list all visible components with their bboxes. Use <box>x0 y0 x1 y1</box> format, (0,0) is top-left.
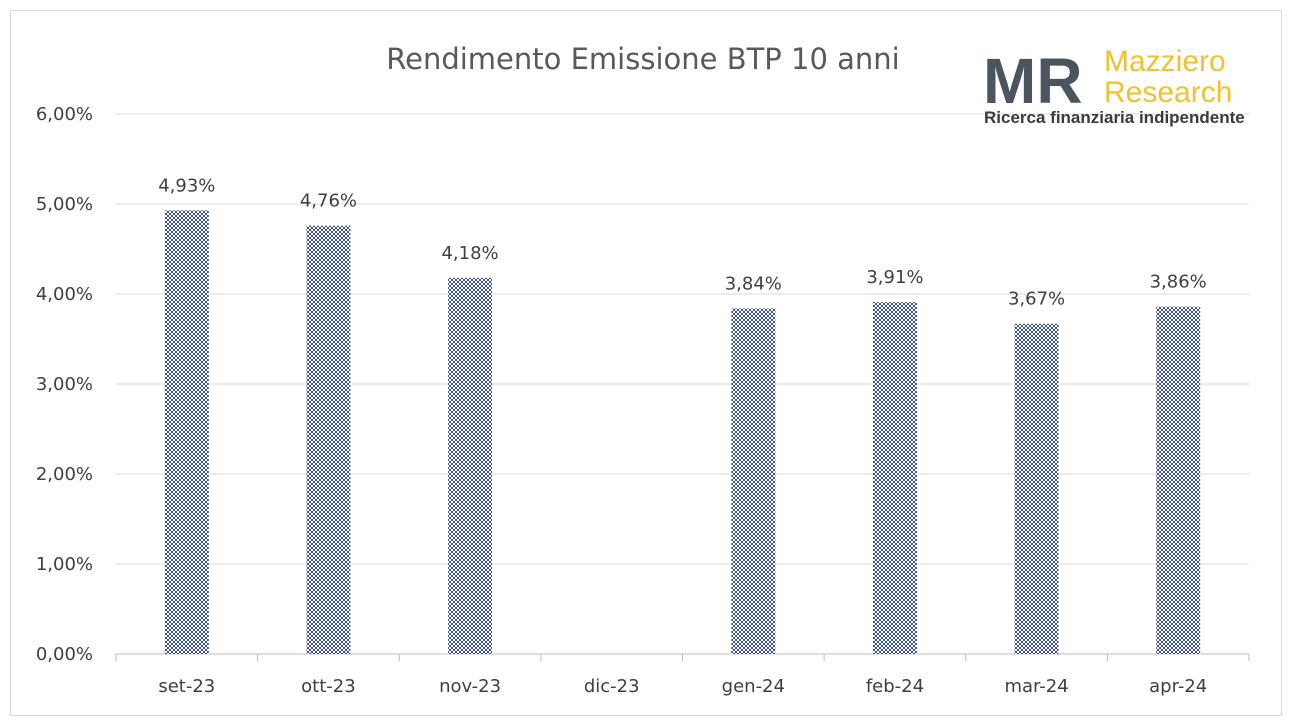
data-label-mar-24: 3,67% <box>1008 289 1065 310</box>
x-tick-label-ott-23: ott-23 <box>301 676 356 697</box>
x-tick-label-mar-24: mar-24 <box>1004 676 1068 697</box>
y-tick-label: 1,00% <box>36 554 93 575</box>
mazziero-research-logo: MR Mazziero Research Ricerca finanziaria… <box>983 45 1245 127</box>
y-axis-tick-labels: 0,00% 1,00% 2,00% 3,00% 4,00% 5,00% 6,00% <box>36 104 93 665</box>
bar-nov-23 <box>448 277 493 654</box>
data-label-ott-23: 4,76% <box>300 191 357 212</box>
y-tick-label: 2,00% <box>36 464 93 485</box>
data-labels: 4,93% 4,76% 4,18% 3,84% 3,91% 3,67% 3,86% <box>158 175 1207 309</box>
y-tick-label: 3,00% <box>36 374 93 395</box>
x-tick-label-feb-24: feb-24 <box>866 676 924 697</box>
y-tick-label: 0,00% <box>36 644 93 665</box>
bar-set-23 <box>164 210 209 655</box>
x-tick-label-gen-24: gen-24 <box>722 676 785 697</box>
bar-gen-24 <box>731 308 776 654</box>
bar-ott-23 <box>306 225 351 654</box>
logo-brand-line2: Research <box>1104 76 1232 109</box>
chart-title: Rendimento Emissione BTP 10 anni <box>386 42 899 76</box>
data-label-gen-24: 3,84% <box>725 273 782 294</box>
y-tick-label: 6,00% <box>36 104 93 125</box>
x-tick-label-dic-23: dic-23 <box>584 676 640 697</box>
bars <box>164 210 1201 655</box>
data-label-set-23: 4,93% <box>158 175 215 196</box>
bar-mar-24 <box>1014 323 1059 654</box>
logo-monogram: MR <box>983 45 1083 117</box>
y-tick-label: 4,00% <box>36 284 93 305</box>
bar-feb-24 <box>872 302 917 654</box>
gridlines <box>115 113 1250 661</box>
data-label-feb-24: 3,91% <box>866 267 923 288</box>
data-label-nov-23: 4,18% <box>441 243 498 264</box>
bar-chart: Rendimento Emissione BTP 10 anni 0,00% 1,… <box>36 42 1250 697</box>
bar-apr-24 <box>1156 306 1201 654</box>
x-axis-tick-labels: set-23 ott-23 nov-23 dic-23 gen-24 feb-24 mar-… <box>158 676 1207 697</box>
logo-brand-line1: Mazziero <box>1104 45 1226 78</box>
x-tick-label-nov-23: nov-23 <box>439 676 501 697</box>
logo-tagline: Ricerca finanziaria indipendente <box>984 108 1245 127</box>
x-tick-label-apr-24: apr-24 <box>1149 676 1207 697</box>
data-label-apr-24: 3,86% <box>1150 272 1207 293</box>
chart-frame: Rendimento Emissione BTP 10 anni 0,00% 1,… <box>10 10 1282 716</box>
y-tick-label: 5,00% <box>36 194 93 215</box>
x-tick-label-set-23: set-23 <box>158 676 215 697</box>
